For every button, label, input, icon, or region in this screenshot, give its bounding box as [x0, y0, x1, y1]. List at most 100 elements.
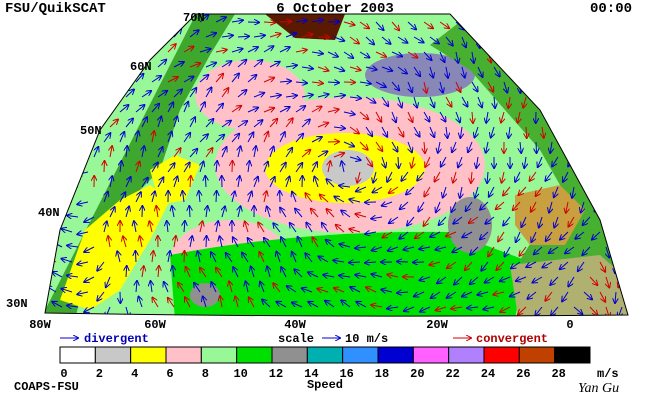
- wind-arrow: [251, 267, 254, 278]
- wind-arrow: [423, 51, 432, 60]
- wind-arrow: [336, 225, 345, 233]
- wind-arrow: [183, 163, 190, 173]
- wind-arrow: [573, 36, 582, 44]
- wind-arrow: [451, 307, 463, 309]
- colorbar-title: Speed: [307, 378, 343, 392]
- wind-arrow: [157, 91, 167, 98]
- wind-arrow: [184, 221, 185, 233]
- gray-patch: [322, 150, 374, 186]
- wind-arrow: [446, 66, 448, 78]
- wind-arrow: [371, 217, 383, 219]
- wind-arrow: [62, 289, 73, 292]
- wind-arrow: [52, 92, 63, 98]
- wind-arrow: [599, 81, 605, 92]
- wind-arrow: [247, 132, 253, 143]
- wind-arrow: [381, 126, 387, 137]
- wind-arrow: [595, 201, 601, 212]
- wind-arrow: [206, 206, 208, 218]
- wind-arrow: [413, 126, 420, 137]
- wind-arrow: [618, 126, 622, 137]
- latitude-labels: 70N 60N 50N 40N 30N: [6, 11, 205, 311]
- wind-arrow: [295, 20, 307, 22]
- wind-arrow: [500, 277, 511, 281]
- colorbar-swatch: [483, 346, 520, 364]
- divergent-label: divergent: [84, 332, 149, 346]
- wind-arrow: [558, 126, 559, 138]
- wind-arrow: [375, 81, 386, 87]
- wind-arrow: [103, 133, 110, 143]
- wind-arrow: [280, 208, 287, 218]
- wind-arrow: [323, 275, 335, 277]
- wind-arrow: [539, 216, 542, 228]
- wind-arrow: [117, 251, 120, 263]
- wind-arrow: [424, 216, 431, 226]
- wind-arrow: [365, 36, 374, 44]
- wind-arrow: [298, 237, 303, 248]
- wind-arrow: [269, 119, 277, 128]
- wind-arrow: [439, 216, 447, 225]
- wind-arrow: [106, 36, 110, 47]
- wind-arrow: [425, 156, 431, 167]
- wind-arrow: [238, 206, 241, 218]
- wind-arrow: [478, 96, 482, 107]
- wind-arrow: [404, 307, 415, 311]
- wind-arrow: [237, 36, 249, 37]
- wind-arrow: [119, 105, 129, 113]
- wind-arrow: [167, 15, 177, 23]
- wind-arrow: [510, 291, 521, 296]
- wind-arrow: [276, 252, 280, 263]
- wind-arrow: [595, 141, 601, 152]
- wind-arrow: [365, 262, 377, 263]
- wind-arrow: [542, 261, 553, 267]
- wind-arrow: [349, 229, 361, 232]
- wind-arrow: [189, 117, 195, 128]
- wind-arrow: [104, 192, 108, 203]
- wind-arrow: [305, 253, 313, 263]
- wind-arrow: [273, 223, 281, 233]
- wind-arrow: [97, 291, 105, 301]
- wind-arrow: [606, 216, 609, 228]
- wind-arrow: [317, 67, 328, 71]
- wind-arrow: [413, 36, 424, 42]
- wind-arrow: [414, 96, 417, 108]
- wind-arrow: [446, 126, 448, 138]
- wind-arrow: [292, 303, 303, 308]
- wind-arrow: [526, 66, 529, 78]
- wind-arrow: [62, 109, 73, 112]
- wind-arrow: [460, 126, 462, 138]
- wind-arrow: [232, 191, 235, 203]
- wind-arrow: [470, 246, 479, 255]
- wind-arrow: [237, 60, 246, 68]
- wind-arrow: [424, 81, 427, 93]
- wind-arrow: [359, 51, 369, 58]
- wind-arrow: [423, 111, 430, 122]
- wind-arrow: [565, 246, 575, 253]
- wind-arrow: [488, 246, 495, 256]
- wind-arrow: [109, 207, 115, 218]
- wind-arrow: [581, 201, 584, 213]
- wind-arrow: [199, 102, 205, 113]
- wind-arrow: [295, 163, 302, 173]
- wind-arrow: [151, 281, 153, 293]
- wind-arrow: [589, 186, 590, 198]
- wind-arrow: [477, 292, 489, 295]
- wind-arrow: [141, 117, 147, 128]
- wind-arrow: [549, 246, 559, 253]
- wind-arrow: [430, 231, 441, 237]
- wind-arrow: [226, 253, 233, 263]
- wind-arrow: [264, 238, 271, 248]
- wind-arrow: [173, 89, 182, 98]
- wind-arrow: [183, 77, 194, 83]
- wind-arrow: [211, 282, 217, 293]
- wind-arrow: [229, 281, 232, 293]
- wind-arrow: [205, 176, 206, 188]
- wind-arrow: [567, 21, 576, 29]
- wind-arrow: [552, 156, 559, 166]
- wind-arrow: [431, 291, 441, 298]
- wind-arrow: [267, 207, 270, 218]
- wind-arrow: [110, 176, 112, 188]
- wind-arrow: [436, 201, 440, 212]
- wind-arrow: [575, 231, 585, 239]
- wind-arrow: [413, 66, 420, 76]
- wind-arrow: [567, 81, 568, 93]
